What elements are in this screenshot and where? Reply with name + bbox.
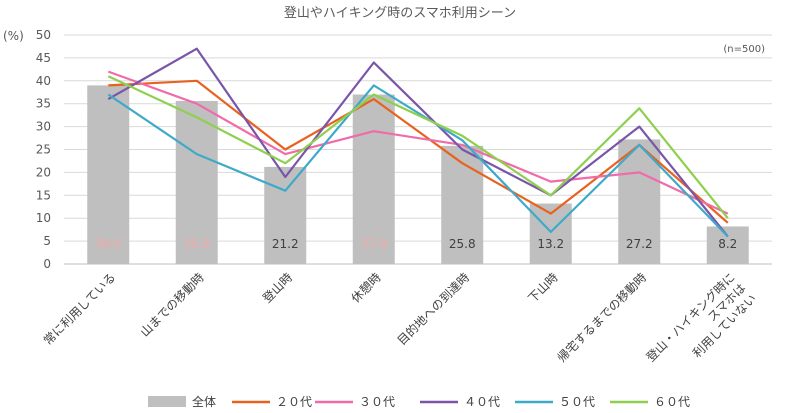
- line-series-60s: [107, 75, 729, 219]
- legend: 全体 ２０代 ３０代 ４０代 ５０代 ６０代: [148, 394, 690, 409]
- line-series-40s: [107, 47, 729, 238]
- x-category-label: 常に利用している: [41, 270, 119, 348]
- x-category-label: 目的地への到達時: [394, 270, 472, 348]
- bar-value-label: 13.2: [537, 237, 564, 251]
- bar-value-label: 27.2: [626, 237, 653, 251]
- x-category-label: 休憩時: [348, 270, 384, 306]
- y-axis-ticks: 0 5 10 15 20 25 30 35 40 45 50: [36, 28, 51, 271]
- x-category-label: 山までの移動時: [138, 270, 207, 339]
- y-axis-unit: (%): [3, 29, 24, 43]
- bar-value-label: 8.2: [718, 237, 737, 251]
- bar: [352, 94, 395, 264]
- bar-value-label: 35.6: [183, 237, 210, 251]
- bar: [87, 85, 130, 264]
- y-tick-label: 25: [36, 143, 51, 157]
- sample-size-note: (n=500): [723, 44, 765, 55]
- y-tick-label: 40: [36, 74, 51, 88]
- bar: [706, 226, 749, 264]
- y-tick-label: 5: [43, 234, 51, 248]
- y-tick-label: 20: [36, 165, 51, 179]
- grid: [64, 34, 772, 265]
- legend-label: ５０代: [559, 395, 595, 409]
- x-category-label: 登山時: [259, 270, 295, 306]
- y-tick-label: 45: [36, 51, 51, 65]
- chart-title: 登山やハイキング時のスマホ利用シーン: [284, 6, 516, 21]
- x-category-label: 下山時: [526, 270, 561, 305]
- legend-label: ６０代: [654, 395, 690, 409]
- line-series-group: [107, 47, 729, 238]
- y-tick-label: 0: [43, 257, 51, 271]
- y-tick-label: 15: [36, 188, 51, 202]
- bar-value-label: 37.0: [360, 237, 387, 251]
- legend-label: ２０代: [276, 395, 312, 409]
- bar-value-label: 25.8: [449, 237, 476, 251]
- y-tick-label: 35: [36, 97, 51, 111]
- x-category-label: 帰宅するまでの移動時: [554, 270, 649, 365]
- bar-series: [87, 85, 749, 265]
- bar-value-label: 21.2: [272, 237, 299, 251]
- y-tick-label: 30: [36, 120, 51, 134]
- bar: [441, 145, 484, 264]
- line-series-30s: [107, 70, 729, 215]
- legend-label: 全体: [192, 394, 216, 409]
- legend-swatch-bar: [148, 396, 186, 407]
- bar-value-labels: 39.0 35.6 21.2 37.0 25.8 13.2 27.2 8.2: [95, 237, 737, 251]
- line-series-20s: [108, 79, 729, 224]
- line-series-50s: [107, 84, 729, 238]
- y-tick-label: 10: [36, 211, 51, 225]
- bar-value-label: 39.0: [95, 237, 122, 251]
- bar: [264, 166, 307, 264]
- legend-label: ４０代: [464, 395, 500, 409]
- x-axis-labels: 常に利用している 山までの移動時 登山時 休憩時 目的地への到達時 下山時帰宅するまでの移…: [41, 270, 759, 365]
- bar: [175, 100, 218, 265]
- y-tick-label: 50: [36, 28, 51, 42]
- legend-label: ３０代: [359, 395, 395, 409]
